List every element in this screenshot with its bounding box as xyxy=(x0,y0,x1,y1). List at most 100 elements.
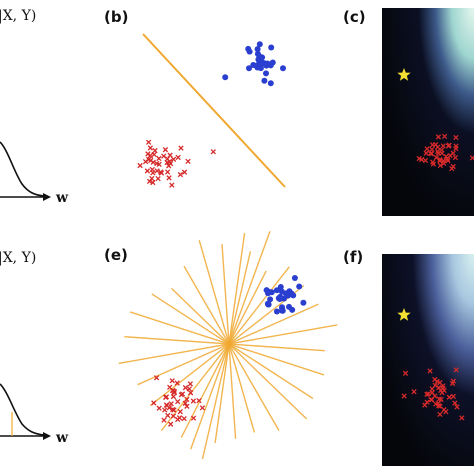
panel-f: (f) xyxy=(343,248,474,466)
blue-point xyxy=(277,284,284,290)
red-cross xyxy=(167,152,173,158)
red-cross xyxy=(156,155,162,162)
red-cross xyxy=(443,153,449,160)
candidate-line xyxy=(171,287,308,420)
red-cross xyxy=(411,389,417,395)
red-cross xyxy=(190,398,197,404)
blue-point xyxy=(255,56,262,63)
candidate-line xyxy=(124,336,325,352)
red-cross xyxy=(142,158,149,165)
red-cross xyxy=(449,165,455,172)
red-cross xyxy=(155,175,161,182)
red-cross xyxy=(444,156,451,162)
panel-e-blue-cluster xyxy=(263,275,307,315)
red-cross xyxy=(168,401,174,407)
red-cross xyxy=(177,171,184,178)
red-cross xyxy=(452,400,458,406)
red-cross xyxy=(175,416,181,423)
candidate-line xyxy=(151,293,314,400)
panel-f-red-cluster xyxy=(401,367,465,421)
blue-point xyxy=(273,308,280,315)
red-cross xyxy=(449,380,456,387)
red-cross xyxy=(175,154,181,161)
red-cross xyxy=(150,159,156,165)
red-cross xyxy=(144,168,151,174)
blue-point xyxy=(264,60,271,67)
red-cross xyxy=(423,150,429,156)
red-cross xyxy=(185,158,191,165)
red-cross xyxy=(428,151,435,157)
red-cross xyxy=(199,405,206,411)
red-cross xyxy=(438,396,444,403)
red-cross xyxy=(181,169,188,175)
panel-d: |X, Y) w xyxy=(0,250,69,446)
red-cross xyxy=(161,153,167,159)
red-cross xyxy=(438,387,444,394)
red-cross xyxy=(453,145,459,152)
red-cross xyxy=(164,169,171,175)
red-cross xyxy=(170,393,177,400)
panel-b-red-cluster xyxy=(137,139,216,188)
blue-point xyxy=(245,45,252,52)
red-cross xyxy=(150,179,156,186)
red-cross xyxy=(186,386,192,392)
red-cross xyxy=(441,133,448,140)
red-cross xyxy=(453,367,459,373)
panel-c-heatmap xyxy=(382,8,474,216)
red-cross xyxy=(196,397,202,404)
red-cross xyxy=(450,150,456,156)
panel-f-label: (f) xyxy=(343,248,363,266)
candidate-line xyxy=(214,233,246,444)
blue-point xyxy=(263,287,270,294)
blue-point xyxy=(288,290,295,297)
blue-point xyxy=(256,41,263,48)
red-cross xyxy=(446,394,452,400)
red-cross xyxy=(178,145,184,151)
red-cross xyxy=(169,406,176,413)
panel-e-candidate-lines xyxy=(118,230,338,460)
red-cross xyxy=(147,145,153,151)
red-cross xyxy=(440,143,446,149)
red-cross xyxy=(169,182,175,188)
red-cross xyxy=(153,375,160,381)
red-cross xyxy=(427,368,433,374)
blue-point xyxy=(278,288,285,295)
star-icon xyxy=(397,308,411,321)
red-cross xyxy=(433,141,439,148)
red-cross xyxy=(427,150,434,157)
candidate-line xyxy=(190,230,271,450)
panel-b-label: (b) xyxy=(104,8,128,26)
red-cross xyxy=(422,402,428,408)
red-cross xyxy=(164,159,170,166)
red-cross xyxy=(170,156,177,162)
red-cross xyxy=(179,391,186,397)
panel-d-axis-label: w xyxy=(55,430,69,446)
panel-f-heatmap xyxy=(382,254,474,466)
red-cross xyxy=(169,387,176,394)
panel-b-decision-line xyxy=(142,33,286,188)
red-cross xyxy=(149,166,155,173)
red-cross xyxy=(429,397,435,403)
red-cross xyxy=(174,380,180,386)
red-cross xyxy=(158,169,164,175)
red-cross xyxy=(161,417,167,423)
red-cross xyxy=(440,383,446,389)
blue-point xyxy=(281,295,287,302)
red-cross xyxy=(164,402,170,409)
red-cross xyxy=(146,178,153,185)
panel-d-decay-curve xyxy=(0,383,45,436)
red-cross xyxy=(432,382,438,389)
red-cross xyxy=(151,400,157,406)
red-cross xyxy=(437,162,444,169)
red-cross xyxy=(177,408,183,415)
blue-point xyxy=(246,65,252,72)
blue-point xyxy=(300,299,307,306)
red-cross xyxy=(439,150,445,156)
red-cross xyxy=(181,415,187,422)
star-icon xyxy=(397,68,411,81)
red-cross xyxy=(436,384,442,391)
red-cross xyxy=(422,157,429,164)
red-cross xyxy=(162,147,169,153)
blue-point xyxy=(279,307,286,314)
red-cross xyxy=(452,154,459,161)
